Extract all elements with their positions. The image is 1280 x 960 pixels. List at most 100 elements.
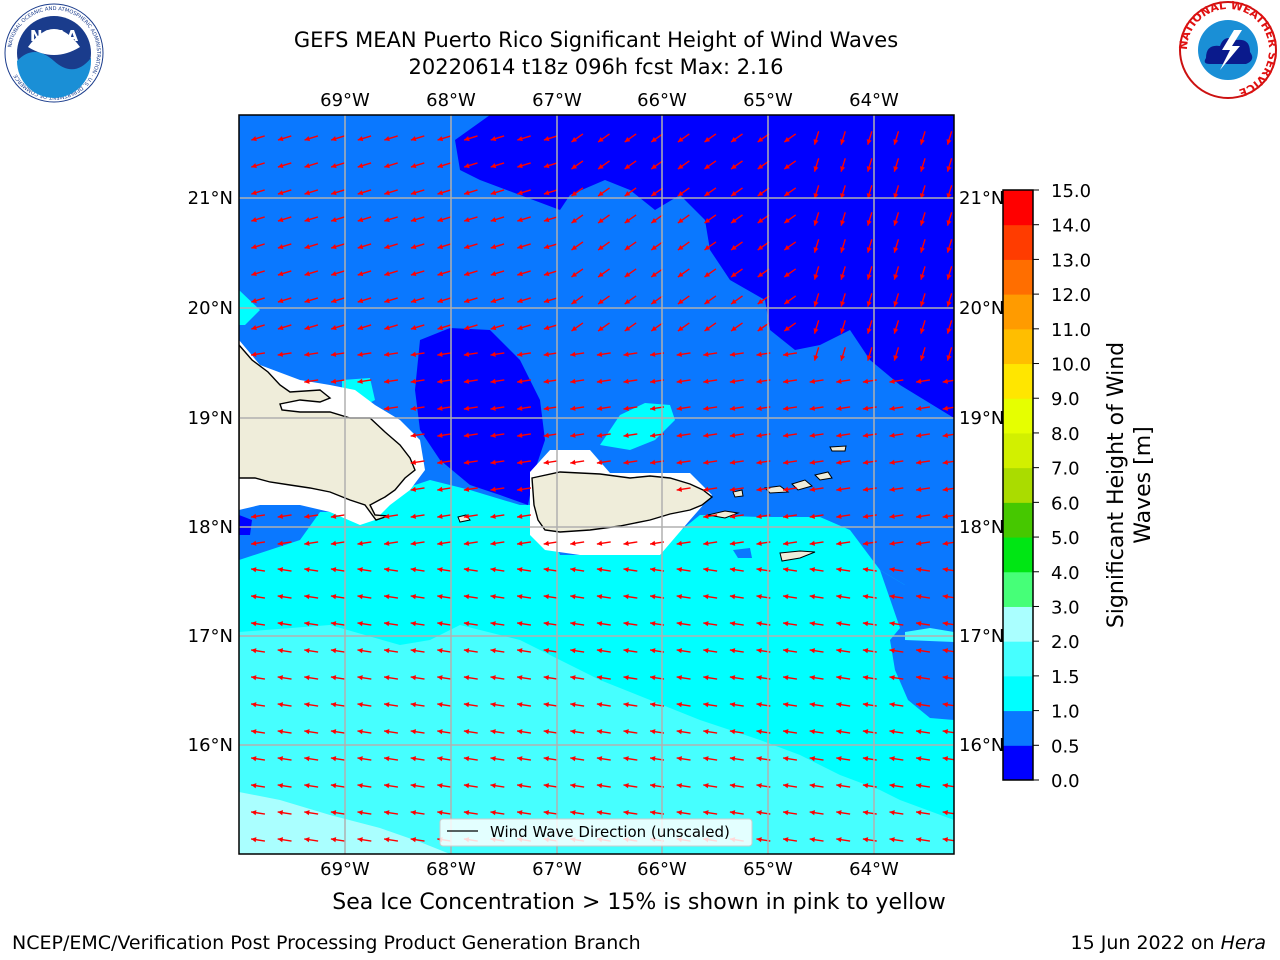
wind-wave-arrowhead — [490, 163, 497, 169]
wind-wave-arrowhead — [784, 191, 790, 197]
wind-wave-arrowhead — [410, 432, 417, 438]
wind-wave-arrowhead — [410, 702, 417, 708]
wind-wave-arrowhead — [596, 459, 603, 465]
wind-wave-arrowhead — [304, 378, 310, 384]
wind-wave-arrowhead — [517, 459, 523, 465]
wind-wave-arrowhead — [277, 675, 284, 681]
colorbar-tick-label: 3.0 — [1051, 597, 1080, 618]
wind-wave-arrowhead — [410, 783, 417, 789]
wind-wave-arrowhead — [330, 810, 337, 816]
wind-wave-arrowhead — [651, 245, 657, 251]
wind-wave-arrowhead — [304, 271, 311, 277]
wind-wave-arrowhead — [517, 244, 523, 250]
wind-wave-arrowhead — [277, 783, 284, 789]
wind-wave-arrowhead — [703, 351, 709, 357]
wind-wave-arrowhead — [277, 325, 284, 331]
colorbar-tick-label: 7.0 — [1051, 459, 1080, 480]
wind-wave-arrowhead — [517, 513, 523, 519]
wind-wave-arrowhead — [517, 405, 523, 411]
wind-wave-arrowhead — [756, 378, 762, 384]
wind-wave-arrowhead — [651, 326, 657, 332]
wind-wave-arrowhead — [889, 675, 895, 681]
wind-wave-arrowhead — [517, 378, 523, 384]
colorbar-segment — [1003, 432, 1033, 469]
wind-wave-arrowhead — [277, 837, 284, 843]
wind-wave-arrowhead — [783, 567, 789, 573]
colorbar-tick-label: 13.0 — [1051, 250, 1091, 271]
wind-wave-arrowhead — [942, 837, 949, 843]
wind-wave-arrowhead — [251, 163, 257, 169]
wind-wave-arrowhead — [598, 164, 604, 170]
wind-wave-arrowhead — [703, 405, 709, 411]
wind-wave-arrowhead — [862, 675, 869, 681]
wind-wave-arrowhead — [677, 164, 684, 170]
wind-wave-arrowhead — [916, 378, 922, 384]
wind-wave-arrowhead — [571, 137, 578, 143]
wind-wave-arrowhead — [517, 702, 523, 708]
wind-wave-arrowhead — [410, 351, 417, 357]
wind-wave-arrowhead — [304, 351, 310, 357]
wind-wave-arrowhead — [463, 648, 470, 654]
wind-wave-arrowhead — [570, 432, 576, 438]
wind-wave-arrowhead — [624, 299, 631, 305]
colorbar-tick-label: 10.0 — [1051, 355, 1091, 376]
wind-wave-arrowhead — [410, 756, 417, 762]
wind-wave-arrowhead — [651, 218, 657, 224]
wind-wave-arrowhead — [437, 729, 443, 735]
wind-wave-arrowhead — [651, 272, 657, 278]
wind-wave-arrowhead — [756, 783, 762, 789]
wind-wave-arrowhead — [836, 486, 842, 492]
wind-wave-arrowhead — [677, 326, 684, 332]
wind-wave-arrowhead — [704, 245, 711, 251]
lon-label: 69°W — [320, 90, 370, 111]
colorbar-tick-label: 11.0 — [1051, 320, 1091, 341]
wind-wave-arrowhead — [756, 432, 762, 438]
wind-wave-arrowhead — [437, 459, 443, 465]
wind-wave-arrowhead — [677, 137, 684, 143]
wind-wave-arrowhead — [916, 567, 922, 573]
wind-wave-arrowhead — [463, 540, 470, 546]
wind-wave-arrowhead — [277, 567, 284, 573]
wind-wave-arrowhead — [570, 675, 576, 681]
wind-wave-arrowhead — [384, 756, 390, 762]
wind-wave-arrowhead — [946, 139, 952, 145]
wind-wave-arrowhead — [650, 540, 656, 546]
wind-wave-arrowhead — [889, 594, 895, 600]
wind-wave-arrowhead — [517, 486, 523, 492]
wind-wave-arrowhead — [676, 486, 683, 492]
wind-wave-arrowhead — [437, 217, 444, 223]
colorbar-tick-label: 4.0 — [1051, 563, 1080, 584]
wind-wave-arrowhead — [942, 756, 949, 762]
contour-1-5-band-top — [239, 625, 954, 854]
wind-wave-arrowhead — [893, 247, 899, 253]
island-anegada — [829, 445, 847, 452]
wind-wave-arrowhead — [783, 405, 789, 411]
colorbar-segment — [1003, 745, 1033, 781]
wind-wave-arrowhead — [463, 783, 470, 789]
wind-wave-arrowhead — [676, 621, 683, 627]
wind-wave-arrowhead — [809, 594, 816, 600]
wind-wave-arrowhead — [463, 405, 470, 411]
footer-credit: NCEP/EMC/Verification Post Processing Pr… — [12, 932, 641, 954]
wind-wave-arrowhead — [942, 729, 949, 735]
wind-wave-arrowhead — [277, 271, 284, 277]
wind-wave-arrowhead — [464, 217, 470, 223]
wind-wave-arrowhead — [813, 301, 819, 307]
legend-label: Wind Wave Direction (unscaled) — [490, 823, 730, 841]
wind-wave-arrowhead — [836, 675, 842, 681]
colorbar-segment — [1003, 398, 1033, 434]
wind-wave-arrowhead — [251, 271, 257, 277]
wind-wave-arrowhead — [304, 244, 311, 250]
wind-wave-arrowhead — [596, 378, 603, 384]
wind-wave-arrowhead — [783, 675, 789, 681]
wind-wave-arrowhead — [783, 729, 789, 735]
wind-wave-arrowhead — [437, 702, 443, 708]
wind-wave-arrowhead — [757, 245, 764, 251]
wind-wave-arrowhead — [251, 756, 257, 762]
wind-wave-arrowhead — [757, 326, 764, 332]
wind-wave-arrowhead — [862, 567, 869, 573]
wind-wave-arrowhead — [650, 432, 656, 438]
wind-wave-arrowhead — [729, 513, 736, 519]
wind-wave-arrowhead — [840, 355, 846, 361]
wind-wave-arrowhead — [570, 783, 576, 789]
